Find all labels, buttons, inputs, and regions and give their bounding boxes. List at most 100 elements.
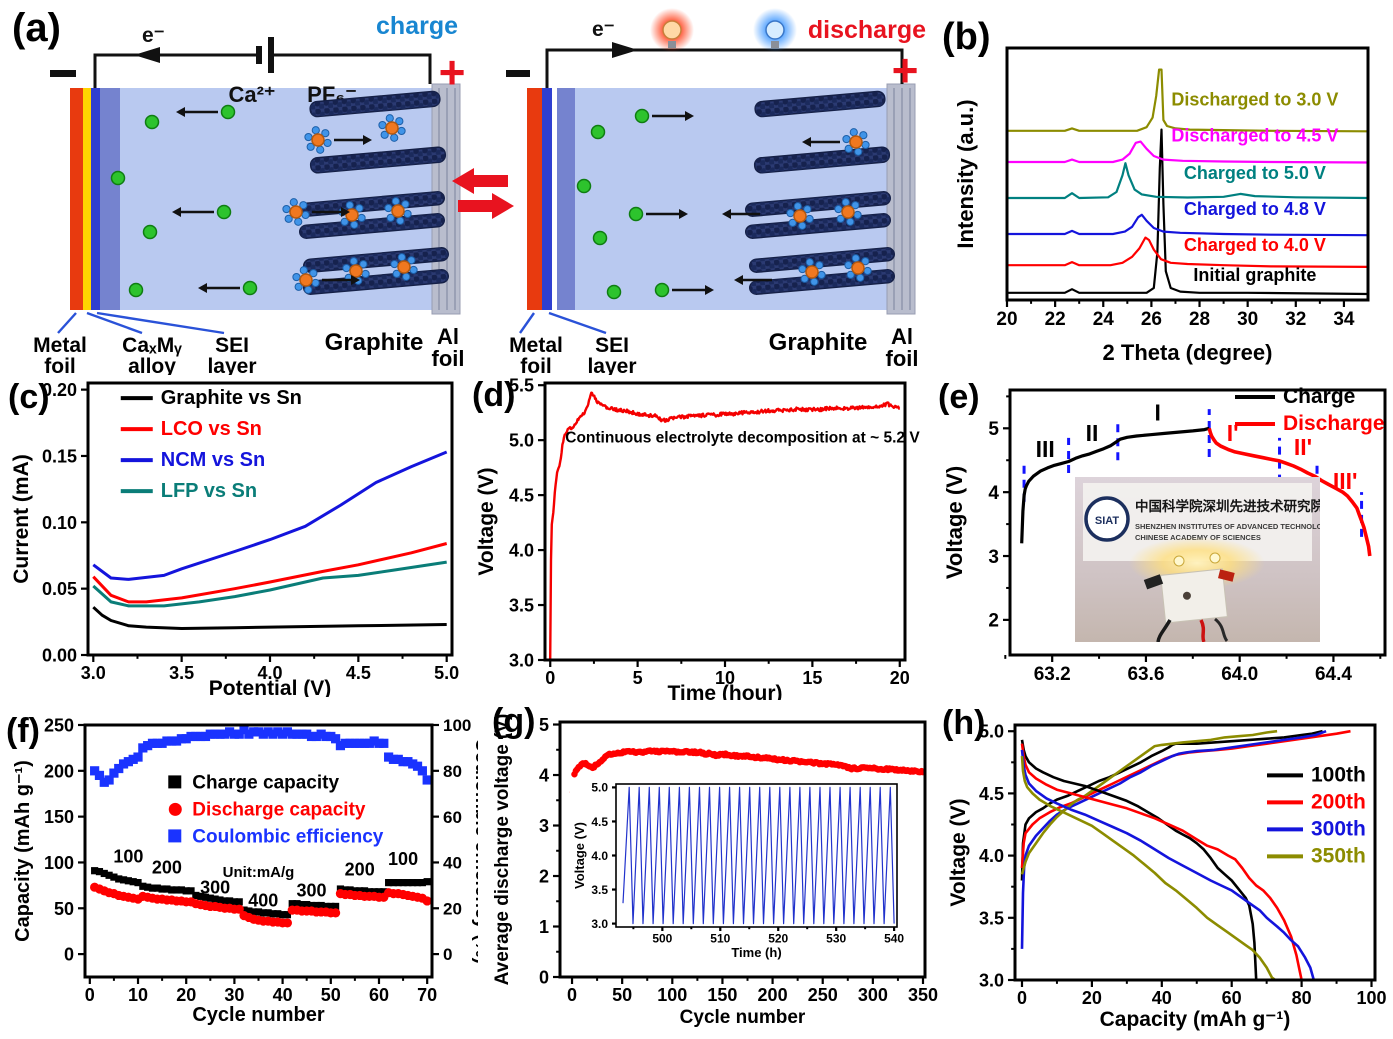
pf6-anion [842, 128, 870, 156]
pf6-anion [834, 198, 862, 226]
svg-text:20: 20 [1082, 988, 1102, 1008]
alloy-label: alloy [128, 355, 176, 375]
y-axis-label: Voltage (V) [947, 798, 970, 906]
svg-text:63.6: 63.6 [1127, 664, 1164, 685]
al-foil-label: Al [437, 324, 459, 349]
series-300th discharge [1020, 749, 1316, 980]
annotation: Unit:mA/g [223, 864, 295, 881]
svg-text:70: 70 [417, 985, 437, 1005]
blue-bulb-icon [753, 8, 797, 52]
svg-text:540: 540 [884, 931, 904, 945]
svg-text:4: 4 [539, 765, 549, 785]
svg-text:0: 0 [443, 945, 452, 964]
svg-text:4.5: 4.5 [591, 815, 608, 829]
series-Charged to 4.0 V [1007, 236, 1368, 268]
svg-text:0: 0 [1017, 988, 1027, 1008]
x-axis-label: 2 Theta (degree) [1103, 340, 1273, 365]
ticks: 0 20 40 60 80 100 3.0 3.5 4.0 4.5 5.0 [979, 722, 1387, 1008]
ticks: 0 10 20 30 40 50 60 70 0 50 100 150 200 250 0 20 40 60 80 1… [44, 715, 471, 1005]
series-Discharge [1207, 427, 1372, 557]
x-axis-label: Time (h) [731, 945, 781, 960]
red-wire [1199, 619, 1206, 643]
metal-foil-label: Metal [509, 334, 563, 357]
pf6-anion [282, 198, 310, 226]
y-axis-label: Voltage (V) [572, 822, 587, 889]
svg-text:63.2: 63.2 [1034, 664, 1071, 685]
svg-text:200th: 200th [1311, 790, 1366, 813]
motion-arrow [334, 135, 372, 145]
svg-text:4.0: 4.0 [257, 663, 282, 683]
svg-text:5.0: 5.0 [979, 722, 1004, 742]
svg-text:250: 250 [808, 985, 838, 1005]
svg-text:510: 510 [710, 931, 730, 945]
svg-text:3.0: 3.0 [81, 663, 106, 683]
panel-f-rate: 0 10 20 30 40 50 60 70 0 50 100 150 200 250 0 20 40 60 80 1… [0, 700, 478, 1039]
svg-text:520: 520 [768, 931, 788, 945]
y2-axis-label: Coulombic efficiency (%) [471, 738, 478, 964]
svg-text:26: 26 [1141, 309, 1162, 330]
svg-text:150: 150 [707, 985, 737, 1005]
svg-text:50: 50 [321, 985, 341, 1005]
motion-arrow [802, 137, 840, 147]
annotation: II [1086, 420, 1099, 446]
sei-label: SEI [595, 334, 629, 357]
svg-text:50: 50 [54, 899, 74, 919]
discharge-label: discharge [808, 16, 926, 44]
y-axis-label: Current (mA) [10, 454, 33, 584]
led [1209, 552, 1221, 564]
y-axis-label: Capacity (mAh g⁻¹) [12, 760, 34, 942]
svg-text:Charge capacity: Charge capacity [192, 772, 339, 793]
svg-text:LCO vs Sn: LCO vs Sn [161, 418, 262, 440]
svg-text:300: 300 [858, 985, 888, 1005]
annotation: 200 [152, 857, 182, 877]
electron-label: e⁻ [142, 24, 165, 47]
annotation: Continuous electrolyte decomposition at … [565, 429, 920, 446]
graphene-sheet [309, 90, 441, 118]
motion-arrow [672, 285, 714, 295]
series-group [569, 747, 925, 796]
svg-text:Graphite vs Sn: Graphite vs Sn [161, 387, 302, 409]
metal-foil-label: foil [520, 355, 552, 375]
svg-text:40: 40 [443, 854, 462, 873]
annotation: I' [1227, 420, 1239, 446]
svg-text:3.0: 3.0 [979, 970, 1004, 990]
pf6-anion [798, 258, 826, 286]
svg-text:Coulombic efficiency: Coulombic efficiency [192, 826, 384, 847]
svg-text:3.0: 3.0 [591, 917, 608, 931]
series-Charged to 5.0 V [1007, 162, 1368, 200]
y-axis-label: Voltage (V) [942, 466, 967, 579]
svg-text:60: 60 [443, 808, 462, 827]
pointer-line [96, 311, 225, 335]
ca-ion [590, 124, 606, 140]
series-350th charge [1020, 729, 1278, 875]
series-cycling voltage [622, 786, 895, 925]
metal-foil-label: Metal [33, 334, 87, 357]
panel-label-g: (g) [492, 702, 536, 740]
svg-text:Discharge: Discharge [1283, 412, 1385, 435]
graphene-sheet [299, 213, 445, 239]
graphene-sheet [745, 213, 891, 239]
svg-text:4.5: 4.5 [346, 663, 371, 683]
electron-label: e⁻ [592, 18, 615, 41]
motion-arrow [176, 107, 218, 117]
legend: Charge capacity Discharge capacity Coulomb… [168, 772, 384, 847]
device-photo: SIAT 中国科学院深圳先进技术研究院 SHENZHEN INSTITUTES … [1075, 477, 1333, 643]
metal-foil-layer [527, 88, 542, 310]
graphene-sheet [303, 247, 449, 273]
svg-text:10: 10 [128, 985, 148, 1005]
series-Graphite vs Sn [92, 606, 447, 630]
svg-text:10: 10 [715, 668, 735, 688]
svg-text:0.20: 0.20 [42, 380, 77, 400]
series-350th discharge [1020, 756, 1277, 980]
svg-text:0: 0 [539, 967, 549, 987]
battery-symbol [256, 46, 262, 64]
legend: Charge Discharge [1235, 385, 1385, 435]
annotation: 300 [296, 880, 326, 900]
svg-text:20: 20 [443, 899, 462, 918]
svg-text:3.5: 3.5 [979, 908, 1004, 928]
panel-b-xrd: 20 22 24 26 28 30 32 34 2 Theta (degree) Intensit… [935, 2, 1393, 374]
ca-ion [144, 114, 160, 130]
panel-label-b: (b) [942, 16, 991, 58]
battery-symbol [268, 37, 274, 73]
series-100th discharge [1020, 739, 1258, 980]
